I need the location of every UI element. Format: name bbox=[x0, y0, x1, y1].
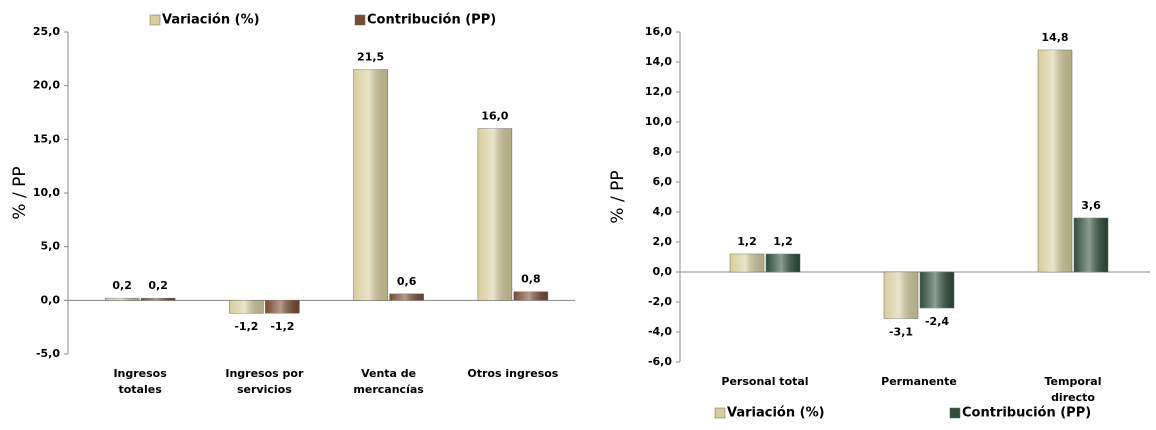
legend-label: Contribución (PP) bbox=[962, 406, 1091, 421]
y-tick-label: 0,0 bbox=[653, 265, 673, 278]
y-tick-label: 15,0 bbox=[33, 132, 60, 145]
value-label: 1,2 bbox=[737, 235, 757, 248]
value-label: -1,2 bbox=[234, 320, 258, 333]
x-tick-label: Otros ingresos bbox=[467, 367, 559, 380]
x-tick-label: Venta de mercancías bbox=[353, 367, 424, 396]
value-label: 3,6 bbox=[1081, 199, 1101, 212]
y-tick-label: 25,0 bbox=[33, 25, 60, 38]
bar-shine bbox=[920, 272, 954, 308]
value-label: 0,6 bbox=[397, 275, 417, 288]
y-tick-label: 4,0 bbox=[653, 205, 673, 218]
value-label: 16,0 bbox=[481, 110, 508, 123]
legend-label: Variación (%) bbox=[727, 406, 825, 421]
bar-shine bbox=[513, 291, 548, 301]
y-tick-label: 0,0 bbox=[41, 293, 61, 306]
x-tick-label: Permanente bbox=[881, 375, 957, 388]
y-tick-label: 16,0 bbox=[645, 25, 672, 38]
value-label: -1,2 bbox=[270, 320, 294, 333]
legend-swatch bbox=[949, 407, 961, 419]
value-label: 0,8 bbox=[521, 273, 541, 286]
bar-shine bbox=[1038, 50, 1072, 272]
y-tick-label: 8,0 bbox=[653, 145, 673, 158]
y-tick-label: 5,0 bbox=[41, 240, 61, 253]
x-tick-label: Ingresos totales bbox=[113, 367, 167, 396]
value-label: 14,8 bbox=[1041, 31, 1068, 44]
y-axis-label: % / PP bbox=[608, 170, 628, 223]
y-tick-label: 6,0 bbox=[653, 175, 673, 188]
y-tick-label: 12,0 bbox=[645, 85, 672, 98]
x-tick-label: Ingresos por servicios bbox=[225, 367, 304, 396]
y-tick-label: 20,0 bbox=[33, 79, 60, 92]
y-tick-label: 10,0 bbox=[33, 186, 60, 199]
bar-shine bbox=[766, 254, 800, 272]
legend-swatch bbox=[714, 407, 726, 419]
bar-shine bbox=[884, 272, 918, 319]
legend-label: Variación (%) bbox=[162, 13, 260, 28]
bar-shine bbox=[265, 300, 300, 314]
value-label: 1,2 bbox=[773, 235, 793, 248]
x-tick-label: Personal total bbox=[721, 375, 809, 388]
value-label: 0,2 bbox=[148, 279, 168, 292]
legend-swatch bbox=[149, 14, 161, 26]
bar-shine bbox=[229, 300, 264, 314]
bar-shine bbox=[477, 128, 512, 301]
y-tick-label: 2,0 bbox=[653, 235, 673, 248]
y-tick-label: 10,0 bbox=[645, 115, 672, 128]
value-label: 21,5 bbox=[357, 51, 384, 64]
y-tick-label: -6,0 bbox=[648, 355, 672, 368]
legend-swatch bbox=[354, 14, 366, 26]
bar-shine bbox=[730, 254, 764, 272]
y-axis-label: % / PP bbox=[10, 166, 30, 219]
value-label: 0,2 bbox=[112, 279, 132, 292]
y-tick-label: -4,0 bbox=[648, 325, 672, 338]
value-label: -2,4 bbox=[925, 315, 949, 328]
x-tick-label: Temporal directo bbox=[1044, 375, 1102, 404]
bar-shine bbox=[389, 293, 424, 301]
y-tick-label: -2,0 bbox=[648, 295, 672, 308]
bar-shine bbox=[105, 298, 140, 301]
legend-label: Contribución (PP) bbox=[367, 13, 496, 28]
y-tick-label: 14,0 bbox=[645, 55, 672, 68]
bar-shine bbox=[141, 298, 176, 301]
bar-shine bbox=[353, 69, 388, 301]
value-label: -3,1 bbox=[889, 326, 913, 339]
y-tick-label: -5,0 bbox=[36, 347, 60, 360]
bar-shine bbox=[1074, 218, 1108, 272]
